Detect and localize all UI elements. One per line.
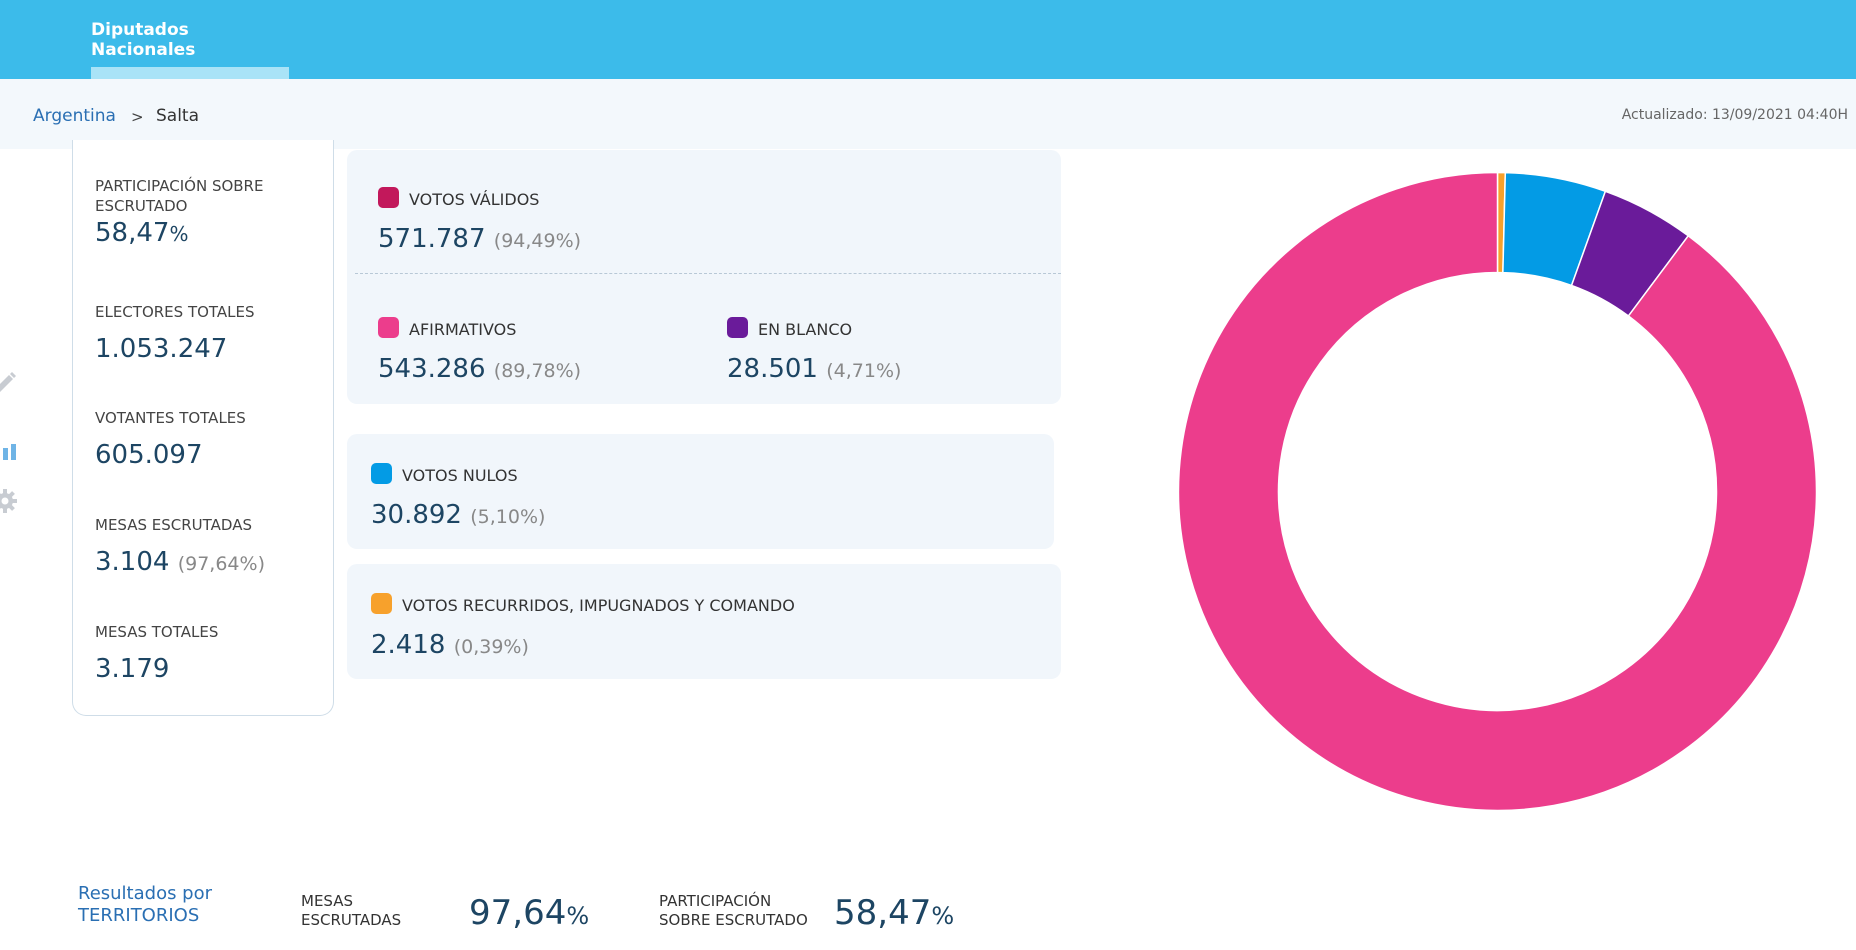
breadcrumb-separator: > bbox=[131, 108, 144, 126]
participacion-value: 58,47% bbox=[95, 218, 189, 248]
last-updated: Actualizado: 13/09/2021 04:40H bbox=[1621, 107, 1848, 123]
breadcrumb-current: Salta bbox=[156, 106, 200, 126]
footer-participacion-label: PARTICIPACIÓN SOBRE ESCRUTADO bbox=[659, 892, 808, 929]
votos-validos-label: VOTOS VÁLIDOS bbox=[409, 190, 540, 209]
breadcrumb bbox=[0, 79, 1856, 149]
votos-validos-value: 571.787 (94,49%) bbox=[378, 224, 582, 254]
votantes-value: 605.097 bbox=[95, 440, 203, 470]
afirmativos-swatch bbox=[378, 317, 399, 338]
afirmativos-pct: (89,78%) bbox=[493, 360, 582, 382]
tab-diputados-nacionales[interactable]: Diputados Nacionales bbox=[91, 19, 196, 60]
en-blanco-pct: (4,71%) bbox=[826, 360, 902, 382]
summary-stats-card: PARTICIPACIÓN SOBRE ESCRUTADO 58,47% ELE… bbox=[72, 140, 334, 716]
votos-nulos-pct: (5,10%) bbox=[470, 506, 546, 528]
en-blanco-swatch bbox=[727, 317, 748, 338]
afirmativos-label: AFIRMATIVOS bbox=[409, 320, 517, 339]
resultados-territorios-link[interactable]: Resultados por TERRITORIOS bbox=[78, 883, 212, 927]
electores-label: ELECTORES TOTALES bbox=[95, 303, 255, 321]
votos-nulos-panel: VOTOS NULOS 30.892 (5,10%) bbox=[347, 434, 1054, 549]
votos-recurridos-value: 2.418 (0,39%) bbox=[371, 630, 529, 660]
mesas-escrutadas-pct: (97,64%) bbox=[177, 553, 265, 575]
votos-nulos-label: VOTOS NULOS bbox=[402, 466, 518, 485]
donut-slice-afirmativos[interactable] bbox=[1177, 171, 1818, 812]
votes-donut-chart bbox=[1177, 171, 1818, 812]
votos-recurridos-swatch bbox=[371, 593, 392, 614]
afirmativos-value: 543.286 (89,78%) bbox=[378, 354, 582, 384]
footer-mesas-value: 97,64% bbox=[469, 893, 590, 933]
footer-participacion-value: 58,47% bbox=[834, 893, 955, 933]
votos-recurridos-label: VOTOS RECURRIDOS, IMPUGNADOS Y COMANDO bbox=[402, 596, 795, 615]
gear-icon[interactable] bbox=[0, 488, 18, 514]
footer-mesas-label: MESAS ESCRUTADAS bbox=[301, 892, 402, 929]
votos-nulos-value: 30.892 (5,10%) bbox=[371, 500, 546, 530]
en-blanco-value: 28.501 (4,71%) bbox=[727, 354, 902, 384]
votantes-label: VOTANTES TOTALES bbox=[95, 409, 246, 427]
mesas-totales-label: MESAS TOTALES bbox=[95, 623, 219, 641]
mesas-escrutadas-label: MESAS ESCRUTADAS bbox=[95, 516, 252, 534]
divider bbox=[355, 273, 1061, 274]
votos-recurridos-pct: (0,39%) bbox=[453, 636, 529, 658]
resultados-line2: TERRITORIOS bbox=[78, 905, 200, 926]
mesas-totales-value: 3.179 bbox=[95, 654, 170, 684]
votos-nulos-swatch bbox=[371, 463, 392, 484]
votos-recurridos-panel: VOTOS RECURRIDOS, IMPUGNADOS Y COMANDO 2… bbox=[347, 564, 1061, 679]
participacion-label: PARTICIPACIÓN SOBRE ESCRUTADO bbox=[95, 177, 264, 215]
pencil-icon[interactable] bbox=[0, 368, 18, 394]
votos-validos-pct: (94,49%) bbox=[493, 230, 582, 252]
votos-validos-swatch bbox=[378, 187, 399, 208]
electores-value: 1.053.247 bbox=[95, 334, 228, 364]
resultados-line1: Resultados por bbox=[78, 883, 213, 904]
en-blanco-label: EN BLANCO bbox=[758, 320, 853, 339]
mesas-escrutadas-value: 3.104 (97,64%) bbox=[95, 547, 265, 577]
active-tab-indicator bbox=[91, 67, 289, 79]
top-nav-bar bbox=[0, 0, 1856, 79]
bar-chart-icon[interactable] bbox=[0, 436, 18, 462]
breadcrumb-root-link[interactable]: Argentina bbox=[33, 106, 116, 126]
votos-validos-panel: VOTOS VÁLIDOS 571.787 (94,49%) AFIRMATIV… bbox=[347, 150, 1061, 404]
